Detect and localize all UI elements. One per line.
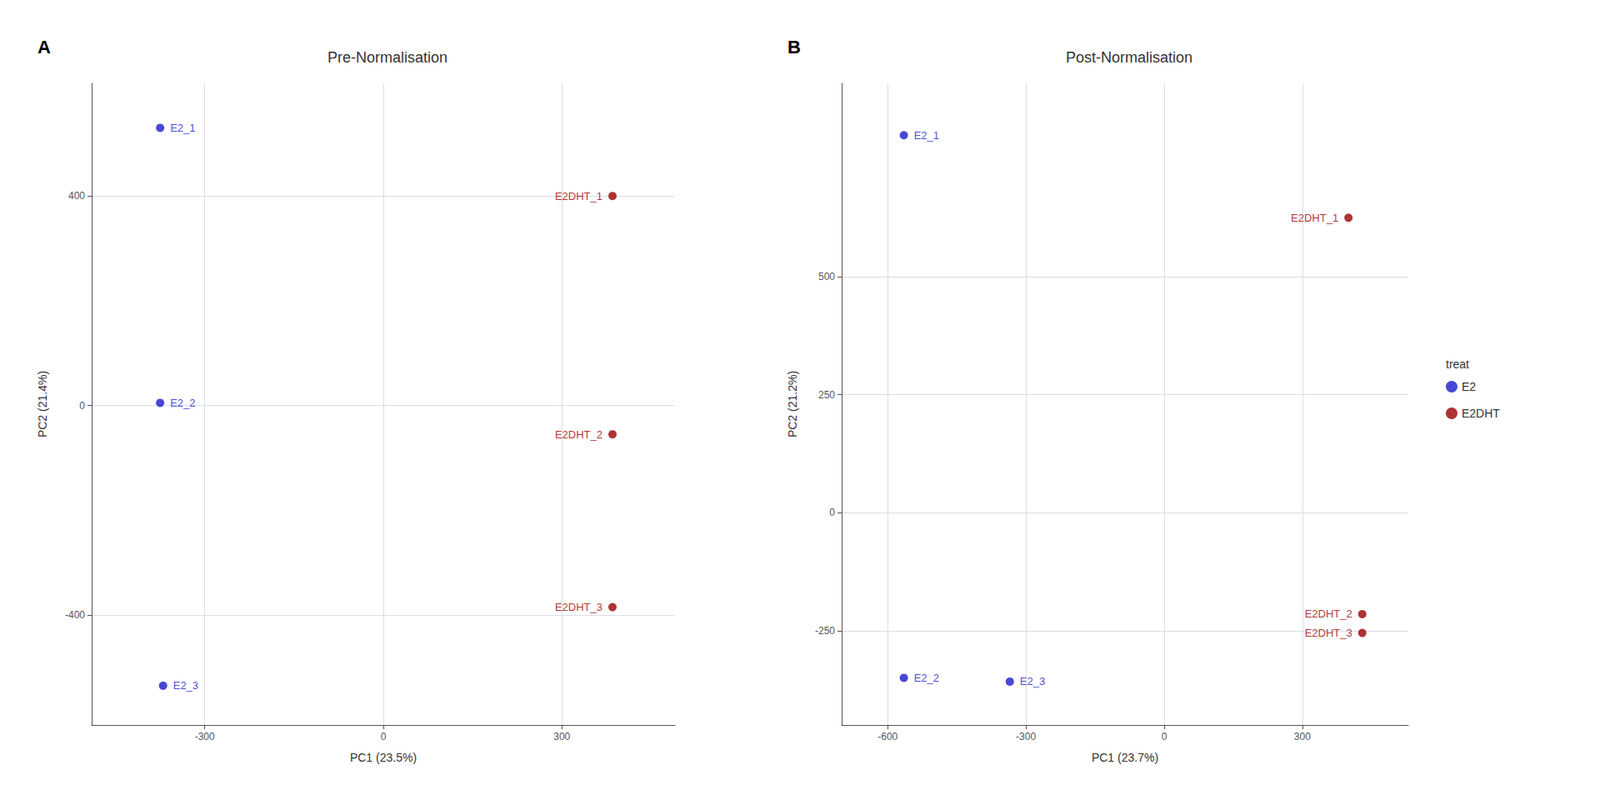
svg-text:PC1 (23.5%): PC1 (23.5%) — [350, 750, 417, 765]
svg-text:-250: -250 — [815, 625, 835, 637]
svg-text:E2DHT_3: E2DHT_3 — [555, 600, 603, 614]
svg-text:0: 0 — [79, 400, 85, 412]
svg-text:-400: -400 — [65, 609, 85, 621]
svg-text:E2DHT_1: E2DHT_1 — [555, 190, 603, 203]
svg-text:E2_3: E2_3 — [173, 679, 199, 692]
svg-text:PC1 (23.7%): PC1 (23.7%) — [1091, 750, 1159, 765]
svg-text:300: 300 — [553, 730, 570, 743]
svg-text:Pre-Normalisation: Pre-Normalisation — [327, 49, 448, 66]
svg-text:E2_3: E2_3 — [1020, 675, 1045, 688]
svg-text:A: A — [37, 36, 51, 58]
svg-text:E2DHT_1: E2DHT_1 — [1290, 211, 1339, 225]
svg-text:0: 0 — [829, 506, 835, 519]
svg-text:B: B — [787, 36, 801, 58]
svg-text:PC2 (21.2%): PC2 (21.2%) — [785, 370, 800, 438]
svg-text:E2DHT: E2DHT — [1461, 406, 1500, 420]
svg-text:E2_1: E2_1 — [170, 121, 195, 135]
svg-text:0: 0 — [1161, 730, 1168, 743]
svg-text:-300: -300 — [195, 730, 215, 743]
svg-text:E2_2: E2_2 — [170, 396, 195, 410]
svg-text:500: 500 — [818, 270, 835, 283]
svg-text:E2_1: E2_1 — [914, 129, 940, 142]
svg-text:250: 250 — [818, 389, 835, 401]
svg-text:400: 400 — [68, 190, 85, 202]
svg-text:E2_2: E2_2 — [914, 671, 940, 685]
svg-text:PC2 (21.4%): PC2 (21.4%) — [35, 370, 50, 438]
svg-text:-600: -600 — [877, 730, 898, 743]
svg-text:E2DHT_3: E2DHT_3 — [1305, 626, 1353, 640]
svg-text:E2DHT_2: E2DHT_2 — [1305, 607, 1353, 620]
svg-text:Post-Normalisation: Post-Normalisation — [1065, 49, 1193, 66]
svg-text:-300: -300 — [1015, 730, 1036, 743]
svg-text:treat: treat — [1445, 357, 1470, 371]
svg-text:E2DHT_2: E2DHT_2 — [555, 428, 603, 441]
svg-text:0: 0 — [380, 730, 387, 743]
svg-text:E2: E2 — [1461, 380, 1476, 394]
svg-text:300: 300 — [1294, 730, 1311, 743]
